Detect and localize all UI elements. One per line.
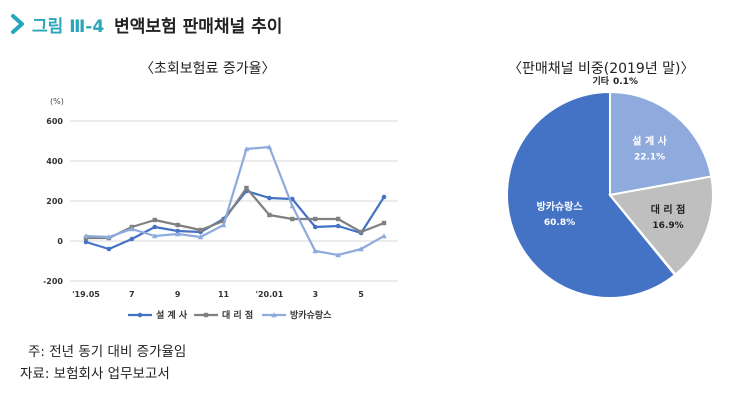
data-point <box>174 231 181 237</box>
pie-slice <box>609 194 677 277</box>
x-tick-label: 5 <box>358 290 364 299</box>
series-line <box>86 186 385 240</box>
y-tick-label: 200 <box>46 197 63 206</box>
data-point <box>221 218 226 224</box>
right-chart-subtitle: 〈판매채널 비중(2019년 말)〉 <box>508 61 695 77</box>
pie-label: 기타 <box>592 75 609 87</box>
x-tick-label: 7 <box>129 290 135 299</box>
pie-label: 방카슈랑스 <box>537 200 583 213</box>
note-line-1: 주: 전년 동기 대비 증가율임 <box>28 344 187 360</box>
data-point <box>106 246 112 252</box>
legend-marker <box>203 312 209 318</box>
data-point <box>129 236 135 242</box>
data-point <box>335 223 341 229</box>
figure-number: 그림 Ⅲ-4 <box>32 16 105 37</box>
legend-marker <box>137 312 143 318</box>
pie-slice <box>608 175 714 276</box>
legend: 설 계 사 대 리 점 방카슈랑스 <box>128 309 332 321</box>
data-point <box>198 227 203 233</box>
data-point <box>244 185 249 191</box>
y-axis-ticks: -200 0 200 400 600 <box>43 117 63 286</box>
data-point <box>175 228 180 234</box>
legend-label: 설 계 사 <box>156 309 188 321</box>
chevron-right-icon <box>11 14 24 34</box>
data-point <box>335 216 341 222</box>
data-point <box>335 252 341 258</box>
data-point <box>358 246 364 252</box>
data-point <box>175 222 180 228</box>
data-point <box>83 239 89 245</box>
figure-title-text: 변액보험 판매채널 추이 <box>114 16 283 37</box>
pie-value-label: 60.8% <box>544 218 575 228</box>
pie-slice <box>609 90 713 197</box>
x-tick-label: 3 <box>312 290 318 299</box>
y-tick-label: 0 <box>57 237 63 246</box>
data-point <box>197 234 204 240</box>
data-point <box>381 220 387 226</box>
x-tick-label: 11 <box>218 290 230 299</box>
pie-label: 설 계 사 <box>632 135 667 148</box>
data-point <box>289 203 296 209</box>
pie-slice <box>506 90 677 299</box>
data-point <box>313 216 318 222</box>
legend-label: 방카슈랑스 <box>290 309 332 321</box>
data-point <box>220 222 227 228</box>
data-point <box>152 224 158 230</box>
y-tick-label: 600 <box>46 117 63 126</box>
data-point <box>267 195 272 201</box>
data-point <box>243 146 250 152</box>
y-tick-label: -200 <box>43 277 63 286</box>
figure-title: 그림 Ⅲ-4 변액보험 판매채널 추이 <box>10 10 282 38</box>
left-chart-subtitle: 〈초회보험료 증가율〉 <box>140 61 276 77</box>
pie-value-label: 0.1% <box>613 77 638 87</box>
data-point <box>83 233 89 239</box>
pie-slices <box>506 90 714 299</box>
x-tick-label: '19.05 <box>72 290 100 299</box>
note-line-2: 자료: 보험회사 업무보고서 <box>20 366 170 382</box>
data-point <box>152 217 157 223</box>
data-point <box>381 194 387 200</box>
legend-marker <box>271 312 277 318</box>
data-point <box>151 233 158 239</box>
series-line <box>85 145 385 257</box>
data-point <box>312 224 318 230</box>
data-point <box>358 229 364 235</box>
pie-labels: 방카슈랑스 60.8% 설 계 사 22.1% 대 리 점 16.9% 기타 0.1% <box>537 75 686 231</box>
y-axis-unit: (%) <box>50 97 64 106</box>
x-axis-ticks: '19.05 7 9 11 '20.01 3 5 <box>72 290 364 299</box>
pie-value-label: 16.9% <box>652 221 683 231</box>
data-point <box>266 144 273 150</box>
data-point <box>106 234 112 240</box>
data-point <box>290 216 295 222</box>
data-point <box>381 233 387 239</box>
x-tick-label: 9 <box>175 290 181 299</box>
series-lines <box>83 144 387 258</box>
x-tick-label: '20.01 <box>256 290 284 299</box>
pie-label: 대 리 점 <box>651 203 686 216</box>
data-point <box>312 248 319 254</box>
data-point <box>129 226 135 232</box>
pie-value-label: 22.1% <box>634 153 665 163</box>
y-tick-label: 400 <box>46 157 63 166</box>
data-point <box>267 212 272 218</box>
legend-label: 대 리 점 <box>222 309 253 321</box>
